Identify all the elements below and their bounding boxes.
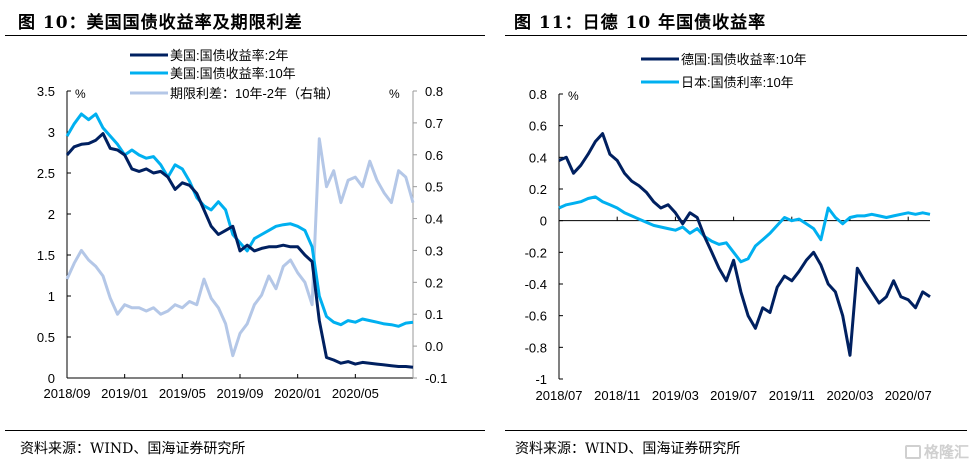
figure-11-title: 图 11：日德 10 年国债收益率 — [514, 13, 767, 33]
x-tick-label: 2019/03 — [652, 388, 699, 403]
y-tick-label: 0.4 — [529, 150, 547, 165]
x-tick-label: 2018/07 — [536, 388, 583, 403]
legend-label-1: 日本:国债利率:10年 — [681, 75, 794, 90]
right-y-tick-label: 0.8 — [425, 84, 443, 99]
x-tick-label: 2019/09 — [217, 386, 264, 401]
x-tick-label: 2018/11 — [594, 388, 640, 403]
legend-label-0: 德国:国债收益率:10年 — [681, 52, 807, 67]
right-y-unit: % — [389, 87, 400, 101]
y-tick-label: 0.2 — [529, 182, 547, 197]
y-tick-label: -0.2 — [525, 245, 547, 260]
y-unit: % — [568, 89, 579, 103]
y-tick-label: -0.8 — [525, 340, 547, 355]
series-line-0 — [558, 132, 931, 357]
y-tick-label: 0 — [540, 214, 547, 229]
watermark: 格隆汇 — [904, 441, 969, 462]
y-tick-label: -1 — [535, 372, 547, 387]
x-tick-label: 2020/01 — [274, 386, 321, 401]
jp-de-yield-chart: -1 -0.8 -0.6 -0.4 -0.2 0 0.2 0.4 0.6 0.8 2018/07 20… — [525, 52, 932, 403]
right-y-tick-label: -0.1 — [425, 371, 447, 386]
legend-label-0: 美国:国债收益率:2年 — [170, 48, 288, 63]
right-y-tick-label: 0.7 — [425, 116, 443, 131]
source-note-right: 资料来源：WIND、国海证券研究所 — [515, 441, 741, 457]
series-line-0 — [65, 132, 414, 369]
right-y-tick-label: 0.1 — [425, 307, 443, 322]
us-treasury-chart: 0 0.5 1 1.5 2 2.5 3 3.5 -0.1 0.0 0.1 0.2 0.3 0.4 0.5 0.… — [37, 48, 447, 401]
left-y-tick-label: 3 — [48, 125, 55, 140]
legend-label-2: 期限利差：10年-2年（右轴） — [170, 86, 339, 101]
x-tick-label: 2019/11 — [769, 388, 815, 403]
right-y-tick-label: 0.2 — [425, 275, 443, 290]
left-y-tick-label: 0.5 — [37, 330, 55, 345]
y-tick-label: -0.4 — [525, 277, 547, 292]
x-tick-label: 2018/09 — [44, 386, 91, 401]
series-line-1 — [558, 195, 931, 264]
y-tick-label: 0.8 — [529, 87, 547, 102]
left-y-tick-label: 2 — [48, 207, 55, 222]
left-y-tick-label: 0 — [48, 371, 55, 386]
right-y-tick-label: 0.6 — [425, 148, 443, 163]
legend-label-1: 美国:国债收益率:10年 — [170, 66, 296, 81]
x-tick-label: 2019/07 — [710, 388, 757, 403]
y-tick-label: 0.6 — [529, 119, 547, 134]
left-y-tick-label: 3.5 — [37, 84, 55, 99]
title-rule-right — [505, 35, 967, 36]
figure-10-title: 图 10：美国国债收益率及期限利差 — [18, 13, 303, 33]
x-tick-label: 2020/03 — [827, 388, 874, 403]
source-rule-right — [505, 430, 967, 431]
y-tick-label: -0.6 — [525, 309, 547, 324]
title-rule-left — [5, 35, 485, 36]
left-y-unit: % — [75, 87, 86, 101]
watermark-text: 格隆汇 — [923, 444, 969, 461]
source-note-left: 资料来源：WIND、国海证券研究所 — [20, 441, 246, 457]
right-y-tick-label: 0.3 — [425, 243, 443, 258]
x-tick-label: 2019/01 — [101, 386, 148, 401]
left-y-tick-label: 2.5 — [37, 166, 55, 181]
x-tick-label: 2020/07 — [885, 388, 932, 403]
left-y-tick-label: 1.5 — [37, 248, 55, 263]
right-y-tick-label: 0.4 — [425, 212, 443, 227]
series-line-2 — [65, 137, 415, 358]
source-rule-left — [5, 430, 485, 431]
right-y-tick-label: 0.0 — [425, 339, 443, 354]
right-y-tick-label: 0.5 — [425, 180, 443, 195]
left-y-tick-label: 1 — [48, 289, 55, 304]
x-tick-label: 2019/05 — [159, 386, 206, 401]
watermark-logo-icon — [904, 444, 921, 459]
x-tick-label: 2020/05 — [332, 386, 379, 401]
series-line-1 — [65, 112, 414, 328]
